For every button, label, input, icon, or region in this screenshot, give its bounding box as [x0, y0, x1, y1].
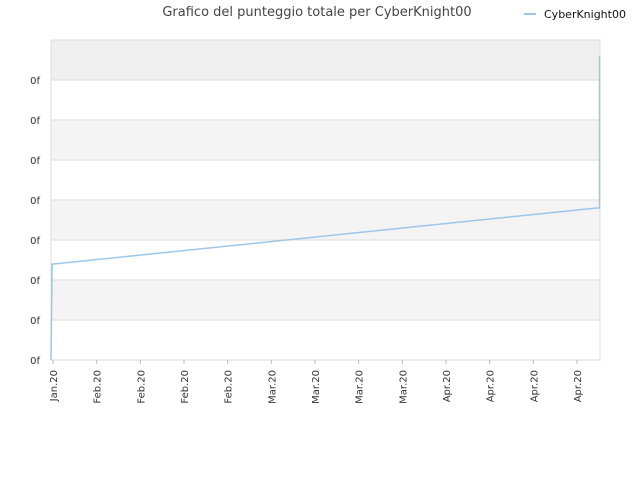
plot-band	[51, 160, 600, 200]
plot-band	[51, 80, 600, 120]
y-tick-label: 0f	[30, 76, 40, 87]
x-tick-label: Jan.20	[49, 370, 60, 402]
series-layer	[50, 56, 601, 361]
x-tick-label: Apr.20	[442, 370, 453, 402]
plot-background	[51, 40, 600, 360]
x-tick-label: Mar.20	[267, 370, 278, 404]
x-tick-label: Mar.20	[355, 370, 366, 404]
y-tick-label: 0f	[30, 196, 40, 207]
plot-band	[51, 200, 600, 240]
x-tick-label: Feb.20	[224, 370, 235, 404]
x-tick-label: Apr.20	[486, 370, 497, 402]
plot-band	[51, 120, 600, 160]
y-tick-label: 0f	[30, 236, 40, 247]
x-tick-label: Mar.20	[398, 370, 409, 404]
plot-band	[51, 240, 600, 280]
grid-lines	[50, 39, 601, 361]
x-tick-label: Feb.20	[93, 370, 104, 404]
legend: CyberKnight00	[524, 8, 626, 21]
x-tick-label: Feb.20	[180, 370, 191, 404]
x-tick-label: Apr.20	[573, 370, 584, 402]
chart-title: Grafico del punteggio totale per CyberKn…	[162, 5, 471, 20]
y-tick-label: 0f	[30, 316, 40, 327]
legend-label: CyberKnight00	[544, 8, 626, 21]
plot-band	[51, 280, 600, 320]
y-tick-label: 0f	[30, 116, 40, 127]
plot-band	[51, 320, 600, 360]
x-tick-label: Mar.20	[311, 370, 322, 404]
x-axis: Jan.20 Feb.20 Feb.20 Feb.20 Feb.20 Mar.20 Mar.…	[49, 360, 584, 404]
y-axis: 0f 0f 0f 0f 0f 0f 0f 0f	[30, 76, 40, 367]
y-tick-label: 0f	[30, 356, 40, 367]
y-tick-label: 0f	[30, 276, 40, 287]
x-tick-label: Feb.20	[136, 370, 147, 404]
series-line	[50, 56, 601, 361]
x-tick-label: Apr.20	[529, 370, 540, 402]
y-tick-label: 0f	[30, 156, 40, 167]
plot-band	[51, 40, 600, 80]
